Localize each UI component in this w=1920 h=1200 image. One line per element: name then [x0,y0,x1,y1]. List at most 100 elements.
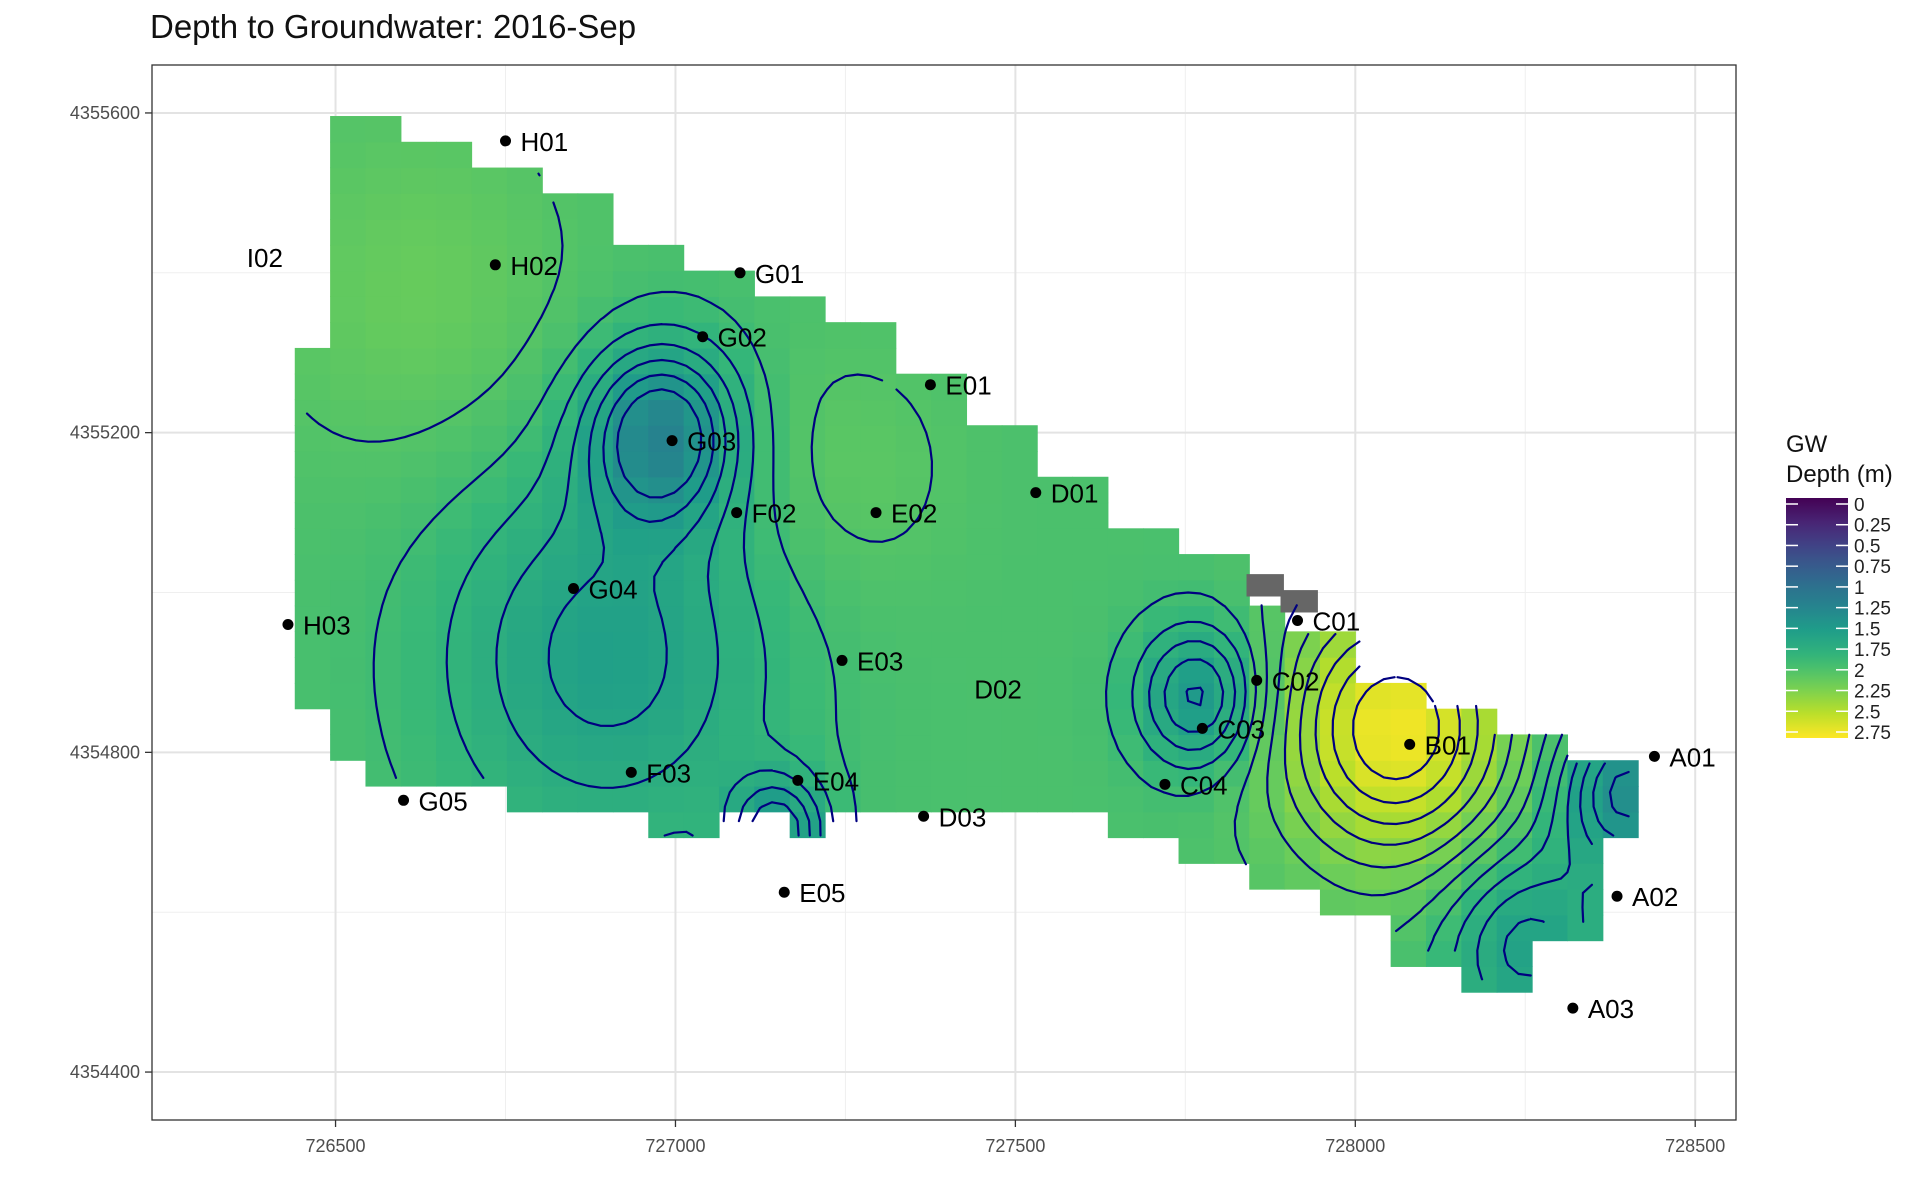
raster-cell [931,579,968,607]
raster-cell [365,682,402,710]
raster-cell [683,554,720,581]
raster-cell [754,708,791,736]
legend-gradient-bar [1786,498,1848,738]
raster-cell [294,579,331,607]
raster-cell [931,734,968,761]
raster-cell [860,399,897,426]
raster-cell [1107,811,1144,839]
raster-cell [365,502,402,529]
raster-cell [1390,914,1427,942]
raster-cell [1001,785,1038,813]
legend-tick-label: 2.25 [1854,682,1891,703]
raster-cell [294,347,331,375]
raster-cell [542,502,579,529]
raster-cell [1037,554,1074,581]
raster-cell [754,631,791,658]
raster-cell [330,502,367,529]
raster-cell [577,425,614,452]
depth-contours [305,172,1630,981]
raster-cell [966,605,1003,632]
contour-line [1331,665,1461,805]
panel-border [151,64,1737,1121]
raster-cell [1072,579,1109,607]
raster-cell [400,682,437,710]
raster-cell [365,476,402,504]
legend-tick-label: 1 [1854,578,1865,599]
contour-line [1352,676,1440,781]
raster-cell [1143,579,1180,607]
raster-cell [330,270,367,297]
legend-title-line-2: Depth (m) [1786,461,1893,488]
legend-tick-label: 0.75 [1854,557,1891,578]
raster-cell [330,116,367,143]
raster-cell [436,141,473,169]
raster-cell [931,682,968,710]
raster-cell [860,373,897,401]
raster-cell [966,476,1003,504]
raster-cell [931,373,968,401]
raster-cell [1072,785,1109,813]
raster-cell [330,708,367,736]
well-label-a02: A02 [1632,882,1678,912]
raster-cell [1496,863,1533,890]
raster-cell [542,193,579,220]
legend-tick-label: 0.25 [1854,516,1891,537]
raster-cell [294,631,331,658]
raster-cell [1072,631,1109,658]
raster-cell [718,373,755,401]
raster-cell [400,322,437,349]
raster-cell [648,785,685,813]
raster-cell [754,528,791,555]
raster-cell [400,270,437,297]
x-tick-label: 727500 [985,1136,1045,1156]
raster-cell [754,502,791,529]
raster-cell [860,657,897,684]
well-marker-h03 [282,618,294,630]
raster-cell [506,785,543,813]
raster-cell [330,167,367,194]
raster-cell [577,631,614,658]
raster-cell [825,476,861,504]
raster-cell [471,399,508,426]
raster-cell [860,425,897,452]
raster-cell [931,631,968,658]
raster-cell [1355,837,1392,864]
raster-cell [436,244,473,272]
raster-cell [1107,528,1144,555]
raster-cell [1072,476,1109,504]
raster-cell [931,605,968,632]
raster-cell [895,708,932,736]
legend-tick-label: 1.25 [1854,599,1891,620]
raster-cell [506,734,543,761]
raster-cell [1249,605,1286,632]
raster-cell [931,425,968,452]
raster-cell [931,399,968,426]
raster-cell [895,734,932,761]
raster-cell [365,528,402,555]
raster-cell [648,605,685,632]
raster-cell [648,425,685,452]
raster-cell [365,451,402,478]
raster-cell [330,631,367,658]
well-marker-e03 [836,654,848,666]
well-marker-e01 [924,379,936,391]
well-marker-b01 [1404,738,1416,750]
raster-cell [506,296,543,323]
raster-cell [1037,734,1074,761]
legend-tick-label: 0.5 [1854,536,1880,557]
raster-cell [1143,605,1180,632]
raster-cell [1319,760,1356,787]
raster-cell [542,476,579,504]
raster-cell [648,502,685,529]
well-label-b01: B01 [1425,730,1471,760]
raster-cell [294,476,331,504]
raster-cell [1178,682,1215,710]
raster-cell [365,657,402,684]
raster-cell [1602,760,1639,787]
raster-cell [612,476,649,504]
well-label-g03: G03 [687,427,736,457]
raster-cell [471,244,508,272]
raster-cell [860,554,897,581]
well-marker-e05 [778,886,790,898]
raster-cell [1107,785,1144,813]
